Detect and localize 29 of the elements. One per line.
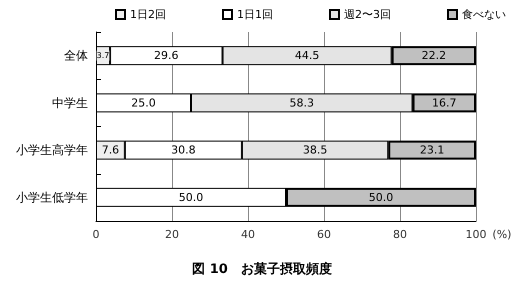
text: 図 10 お菓子摂取頻度 [192, 261, 332, 277]
x-tick-label: 40 [241, 228, 255, 241]
data-label: 58.3 [290, 96, 314, 110]
data-label: 22.2 [422, 49, 446, 62]
data-label: 25.0 [131, 96, 156, 110]
data-label: 38.5 [302, 144, 328, 157]
legend-label: 食べない [462, 8, 506, 21]
data-label: 44.5 [294, 49, 320, 62]
legend-label: 週2〜3回 [344, 8, 391, 21]
x-axis-title: (%) [492, 228, 512, 241]
data-label: 16.7 [432, 96, 457, 110]
y-tick-label: 小学生低学年 [16, 190, 88, 204]
legend-label: 1日1回 [236, 8, 273, 21]
x-tick-label: 60 [317, 228, 331, 241]
data-label: 23.1 [420, 144, 444, 157]
data-label: 50.0 [178, 190, 204, 204]
data-label: 30.8 [171, 144, 196, 157]
x-tick-label: 0 [92, 228, 100, 241]
data-label: 29.6 [154, 49, 179, 62]
x-tick-label: 80 [393, 228, 407, 241]
data-label: 3.7 [96, 51, 110, 60]
x-tick-label: 100 [466, 228, 486, 241]
x-tick-label: 20 [165, 228, 179, 241]
data-label: 7.6 [102, 144, 120, 157]
y-tick-label: 小学生高学年 [16, 143, 88, 158]
y-tick-label: 全体 [64, 48, 88, 63]
data-label: 50.0 [368, 190, 394, 204]
y-tick-label: 中学生 [52, 96, 88, 110]
legend-label: 1日2回 [130, 8, 166, 21]
